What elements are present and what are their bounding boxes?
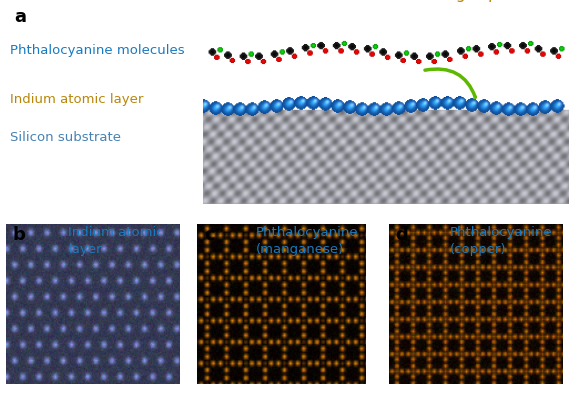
Text: Indium atomic: Indium atomic bbox=[68, 226, 164, 238]
Text: Indium atomic layer: Indium atomic layer bbox=[10, 93, 144, 106]
Text: layer: layer bbox=[68, 243, 102, 256]
Text: Phthalocyanine: Phthalocyanine bbox=[450, 226, 552, 238]
Text: a: a bbox=[14, 8, 27, 26]
Text: b: b bbox=[13, 226, 26, 244]
Text: Silicon substrate: Silicon substrate bbox=[10, 131, 121, 144]
Text: (copper): (copper) bbox=[450, 243, 506, 256]
Text: d: d bbox=[396, 226, 408, 244]
Text: c: c bbox=[204, 226, 215, 244]
Text: Phthalocyanine: Phthalocyanine bbox=[256, 226, 358, 238]
Text: Charge/spin: Charge/spin bbox=[420, 0, 512, 2]
Text: (manganese): (manganese) bbox=[256, 243, 345, 256]
FancyArrowPatch shape bbox=[425, 69, 476, 97]
Text: Phthalocyanine molecules: Phthalocyanine molecules bbox=[10, 44, 185, 57]
